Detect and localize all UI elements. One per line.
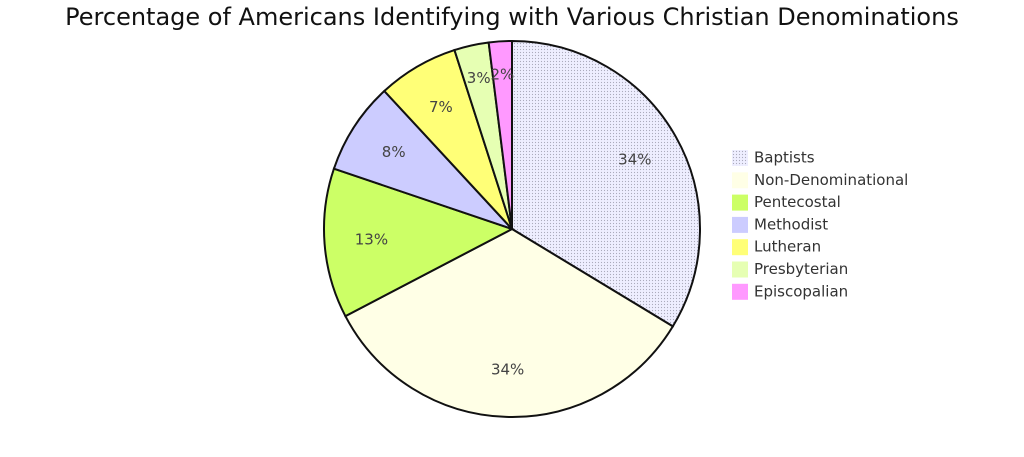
legend-label: Non-Denominational [754,171,908,189]
legend: Baptists Non-Denominational Pentecostal Met… [732,149,908,300]
slice-label: 3% [467,69,491,87]
legend-label: Methodist [754,215,828,233]
pie-slice [344,227,675,418]
slice-label: 2% [491,66,515,84]
legend-swatch [732,194,748,211]
legend-label: Pentecostal [754,193,841,211]
pie: 34% 34% 13% 8% 7% 3% 2% [323,39,702,418]
legend-swatch [732,172,748,189]
pie-slice [323,167,515,318]
slice-label: 13% [355,230,388,248]
slice-label: 8% [382,143,406,161]
legend-label: Lutheran [754,238,821,256]
pie-slice [511,39,702,328]
slice-label: 7% [429,98,453,116]
pie-slice [332,89,513,230]
legend-label: Episcopalian [754,282,848,300]
slice-label: 34% [618,150,651,168]
legend-swatch [732,239,748,256]
legend-swatch [732,150,748,166]
legend-label: Presbyterian [754,260,848,278]
legend-swatch [732,261,748,278]
legend-swatch [732,216,748,233]
slice-label: 34% [491,360,524,378]
legend-label: Baptists [754,149,815,167]
chart-title: Percentage of Americans Identifying with… [65,3,959,31]
legend-swatch [732,283,748,300]
pie-slice [487,39,513,230]
